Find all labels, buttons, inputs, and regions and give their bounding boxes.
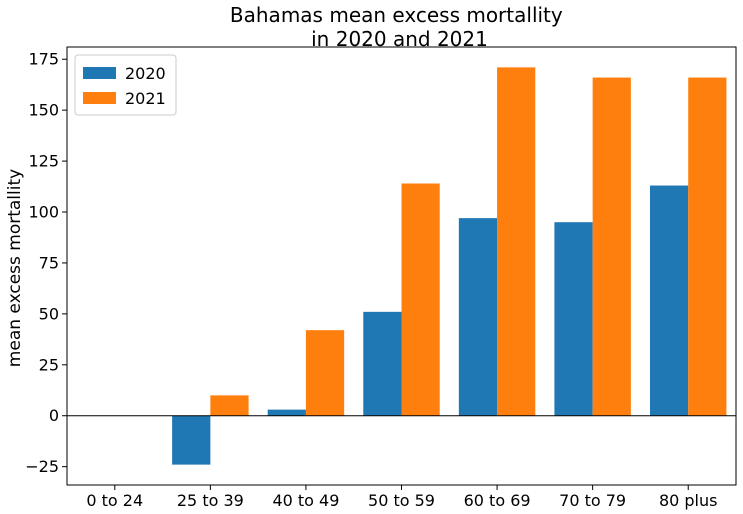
x-tick-label-4: 60 to 69 [464,491,531,510]
bar-2021-6 [688,77,727,416]
chart-title: Bahamas mean excess mortallity in 2020 a… [230,3,569,51]
legend-swatch-2021 [83,92,116,104]
legend-label-2021: 2021 [125,89,166,108]
y-tick-label-8: 175 [28,50,59,69]
bar-2021-4 [497,67,536,416]
y-tick-label-5: 100 [28,203,59,222]
y-tick-label-6: 125 [28,152,59,171]
x-tick-label-6: 80 plus [659,491,718,510]
bar-2021-5 [592,77,631,416]
y-tick-label-4: 75 [39,253,59,272]
bar-2021-3 [401,183,440,416]
x-tick-label-3: 50 to 59 [368,491,435,510]
y-tick-label-3: 50 [39,304,59,323]
legend-swatch-2020 [83,67,116,79]
bar-2020-3 [363,311,402,416]
legend-label-2020: 2020 [125,64,166,83]
bar-2020-4 [458,218,498,416]
x-tick-label-2: 40 to 49 [272,491,339,510]
bar-2020-6 [649,185,689,416]
bar-2020-5 [554,222,593,416]
chart-title-line-1: Bahamas mean excess mortallity [230,3,563,27]
y-tick-label-7: 150 [28,101,59,120]
y-tick-label-1: 0 [49,406,59,425]
legend: 2020 2021 [74,54,177,116]
bar-2021-2 [305,330,345,416]
bar-2020-1 [172,415,211,465]
y-tick-label-0: −25 [25,457,59,476]
bar-2021-1 [210,395,249,416]
y-axis-label: mean excess mortallity [5,169,25,367]
x-tick-label-1: 25 to 39 [177,491,244,510]
y-tick-label-2: 25 [39,355,59,374]
plot-area: −25 0 25 50 75 100 125 150 175 0 to 24 25 to 39 40 … [25,46,737,510]
x-tick-label-5: 70 to 79 [559,491,626,510]
bar-2020-2 [267,409,306,416]
x-tick-label-0: 0 to 24 [86,491,143,510]
